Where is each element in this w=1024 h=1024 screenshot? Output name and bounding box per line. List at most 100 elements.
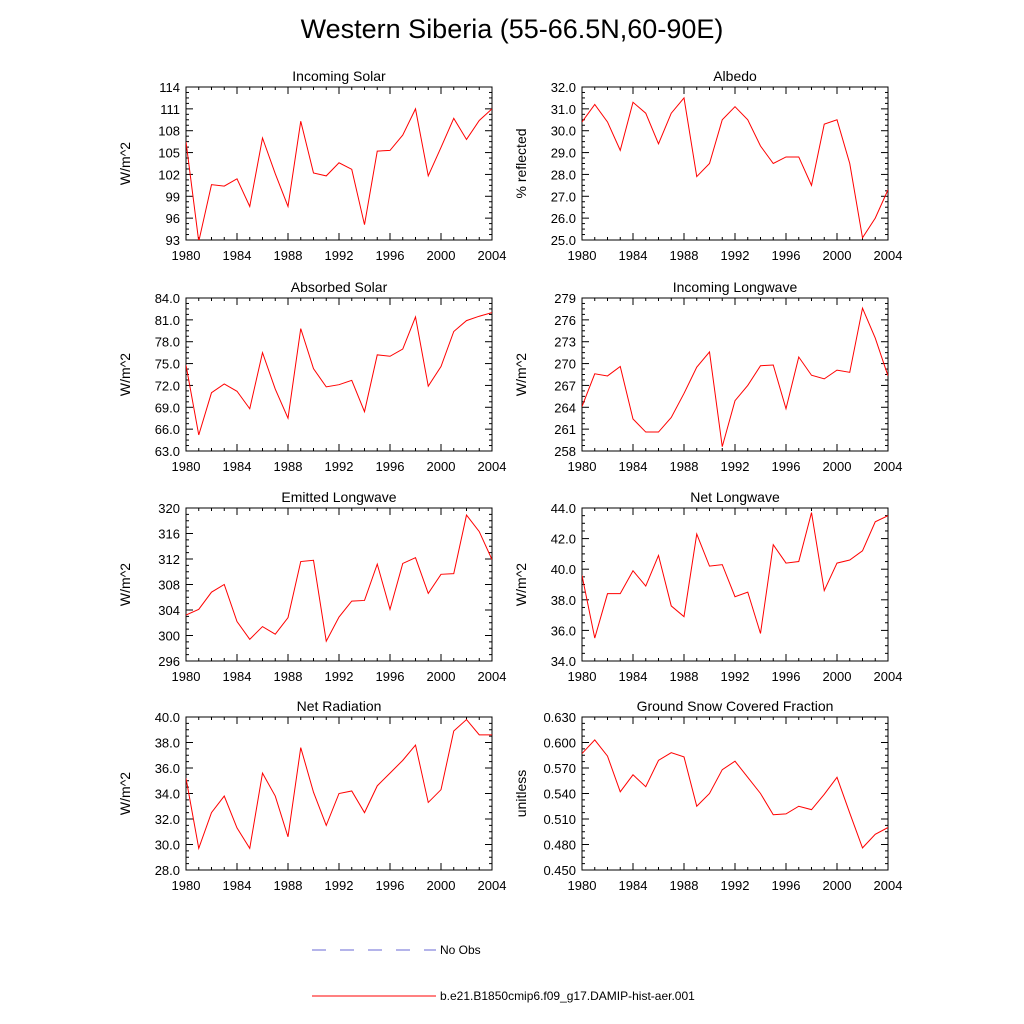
- x-tick-label: 1996: [376, 248, 405, 263]
- x-tick-label: 2000: [823, 669, 852, 684]
- x-tick-label: 1992: [721, 669, 750, 684]
- x-tick-label: 2004: [478, 878, 507, 893]
- y-axis-label: W/m^2: [117, 563, 133, 606]
- x-tick-label: 1984: [223, 669, 252, 684]
- y-tick-label: 0.540: [543, 787, 576, 802]
- plot-frame: [185, 297, 493, 452]
- y-tick-label: 108: [158, 124, 180, 139]
- x-tick-label: 2004: [478, 248, 507, 263]
- x-tick-label: 1988: [274, 459, 303, 474]
- y-tick-label: 0.630: [543, 710, 576, 725]
- y-tick-label: 28.0: [155, 863, 180, 878]
- y-tick-label: 34.0: [155, 787, 180, 802]
- legend-model-swatch: [312, 995, 436, 997]
- y-tick-label: 0.570: [543, 761, 576, 776]
- y-tick-label: 75.0: [155, 357, 180, 372]
- x-tick-label: 1980: [568, 669, 597, 684]
- panel-title: Emitted Longwave: [281, 489, 396, 505]
- y-tick-label: 78.0: [155, 335, 180, 350]
- y-tick-label: 0.510: [543, 812, 576, 827]
- series-line: [186, 312, 492, 436]
- y-tick-label: 26.0: [551, 211, 576, 226]
- y-tick-label: 308: [158, 578, 180, 593]
- y-tick-label: 267: [554, 378, 576, 393]
- y-tick-label: 320: [158, 501, 180, 516]
- x-tick-label: 1992: [721, 878, 750, 893]
- panel-title: Net Radiation: [297, 698, 382, 714]
- y-tick-label: 30.0: [155, 838, 180, 853]
- x-tick-label: 2000: [427, 248, 456, 263]
- x-tick-label: 1980: [568, 878, 597, 893]
- x-tick-label: 2000: [427, 669, 456, 684]
- chart-panel-1: Incoming Solar W/m^2 1980 1984 1988 1992 1996 2…: [117, 68, 506, 263]
- x-tick-label: 2004: [874, 669, 903, 684]
- y-tick-label: 42.0: [551, 532, 576, 547]
- x-tick-label: 1988: [670, 878, 699, 893]
- y-tick-label: 84.0: [155, 291, 180, 306]
- panel-title: Albedo: [713, 68, 757, 84]
- x-tick-label: 1992: [325, 248, 354, 263]
- series-line: [186, 107, 492, 240]
- series-line: [582, 306, 888, 447]
- chart-panel-6: Net Longwave W/m^2 1980 1984 1988 1992 1996 200…: [513, 489, 902, 684]
- y-tick-label: 111: [160, 102, 180, 117]
- legend-noobs-label: No Obs: [440, 943, 481, 957]
- y-axis-label: W/m^2: [513, 353, 529, 396]
- y-tick-label: 270: [554, 357, 576, 372]
- y-tick-label: 279: [554, 291, 576, 306]
- chart-panel-7: Net Radiation W/m^2 1980 1984 1988 1992 1996 20…: [117, 698, 506, 893]
- x-tick-label: 2000: [823, 459, 852, 474]
- x-tick-label: 1980: [568, 459, 597, 474]
- y-tick-label: 0.480: [543, 838, 576, 853]
- y-tick-label: 30.0: [551, 124, 576, 139]
- x-tick-label: 1980: [172, 248, 201, 263]
- y-tick-label: 81.0: [155, 313, 180, 328]
- x-tick-label: 2000: [823, 878, 852, 893]
- y-tick-label: 72.0: [155, 378, 180, 393]
- y-tick-label: 32.0: [551, 80, 576, 95]
- x-tick-label: 1996: [376, 669, 405, 684]
- y-tick-label: 0.600: [543, 736, 576, 751]
- x-tick-label: 1988: [274, 878, 303, 893]
- x-tick-label: 1992: [721, 459, 750, 474]
- series-line: [582, 739, 888, 849]
- x-tick-label: 1992: [721, 248, 750, 263]
- y-tick-label: 316: [158, 527, 180, 542]
- y-tick-label: 304: [158, 603, 180, 618]
- y-tick-label: 28.0: [551, 167, 576, 182]
- x-tick-label: 1988: [670, 248, 699, 263]
- y-tick-label: 276: [554, 313, 576, 328]
- chart-panel-8: Ground Snow Covered Fraction unitless 1980…: [513, 698, 902, 893]
- plot-frame: [581, 716, 889, 871]
- y-tick-label: 0.450: [543, 863, 576, 878]
- x-tick-label: 2004: [874, 248, 903, 263]
- x-tick-label: 1992: [325, 459, 354, 474]
- y-axis-label: W/m^2: [117, 772, 133, 815]
- x-tick-label: 2004: [478, 459, 507, 474]
- x-tick-label: 1980: [172, 459, 201, 474]
- series-line: [186, 513, 492, 643]
- y-tick-label: 312: [158, 552, 180, 567]
- x-tick-label: 1980: [172, 878, 201, 893]
- x-tick-label: 1980: [172, 669, 201, 684]
- y-axis-label: W/m^2: [117, 142, 133, 185]
- x-tick-label: 1988: [670, 669, 699, 684]
- panel-title: Absorbed Solar: [291, 279, 388, 295]
- chart-panel-3: Absorbed Solar W/m^2 1980 1984 1988 1992 1996 2…: [117, 279, 506, 474]
- y-tick-label: 66.0: [155, 422, 180, 437]
- panel-title: Incoming Solar: [292, 68, 386, 84]
- y-tick-label: 273: [554, 335, 576, 350]
- x-tick-label: 1992: [325, 878, 354, 893]
- y-axis-label: W/m^2: [513, 563, 529, 606]
- y-axis-label: % reflected: [513, 128, 529, 198]
- y-tick-label: 99: [166, 189, 180, 204]
- x-tick-label: 1996: [772, 459, 801, 474]
- series-line: [186, 718, 492, 851]
- y-tick-label: 264: [554, 400, 576, 415]
- x-tick-label: 1984: [619, 669, 648, 684]
- y-tick-label: 63.0: [155, 444, 180, 459]
- y-tick-label: 93: [166, 233, 180, 248]
- y-tick-label: 102: [158, 167, 180, 182]
- x-tick-label: 1984: [619, 878, 648, 893]
- x-tick-label: 1996: [376, 459, 405, 474]
